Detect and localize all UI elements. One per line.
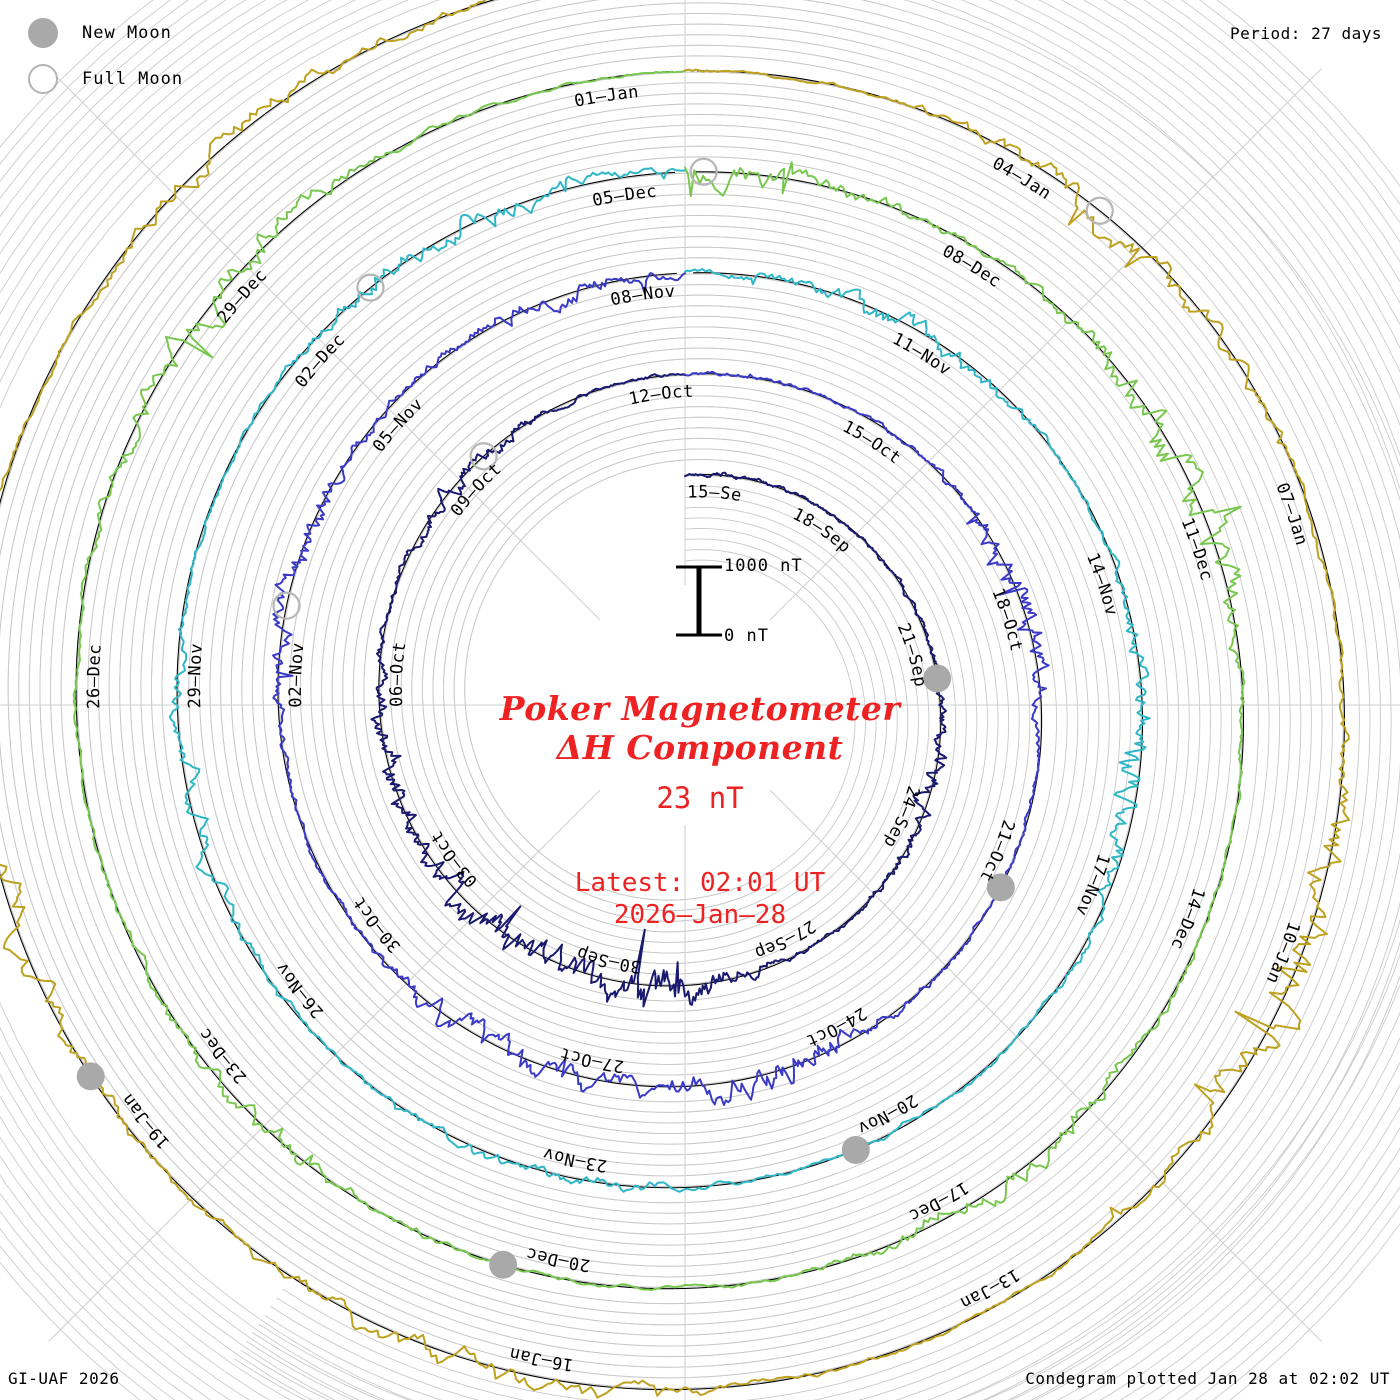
date-label: 04–Jan [989, 154, 1055, 205]
date-label: 18–Sep [789, 504, 855, 557]
date-label: 01–Jan [573, 82, 640, 112]
legend-item-new-moon: New Moon [22, 10, 352, 56]
date-label: 14–Dec [1166, 885, 1208, 953]
date-label: 23–Nov [541, 1143, 609, 1176]
legend-label-full-moon: Full Moon [82, 69, 184, 89]
legend-item-full-moon: Full Moon [22, 56, 352, 102]
date-label: 19–Jan [118, 1089, 174, 1152]
date-label: 30–Oct [349, 893, 405, 957]
date-label: 24–Oct [803, 1003, 870, 1051]
date-label: 02–Nov [286, 641, 309, 708]
date-label: 18–Oct [988, 585, 1027, 653]
moon-new-icon [28, 18, 58, 48]
date-label: 26–Nov [272, 958, 328, 1021]
date-label: 03–Oct [427, 827, 482, 891]
date-label: 11–Dec [1177, 515, 1217, 583]
date-label: 06–Oct [387, 640, 411, 707]
date-label: 23–Dec [195, 1024, 251, 1087]
moon-legend: New Moon Full Moon [22, 10, 352, 102]
date-label: 15–Oct [839, 417, 905, 469]
date-label: 05–Dec [591, 182, 658, 211]
date-label: 22–Jan [0, 644, 4, 710]
period-label: Period: 27 days [1230, 24, 1382, 43]
moon-markers [76, 157, 1114, 1279]
date-label: 08–Dec [939, 241, 1005, 292]
magnetometer-traces [0, 0, 1351, 1399]
date-label: 26–Dec [84, 643, 106, 709]
date-label: 08–Nov [609, 282, 676, 311]
moon-full-icon [28, 64, 58, 94]
date-label: 29–Nov [185, 642, 207, 708]
date-label: 12–Oct [627, 382, 694, 410]
date-label: 27–Oct [557, 1043, 625, 1076]
legend-label-new-moon: New Moon [82, 23, 172, 43]
plotted-timestamp: Condegram plotted Jan 28 at 02:02 UT [1025, 1369, 1390, 1388]
date-label: 27–Sep [752, 916, 819, 963]
date-labels: 15–Sep18–Sep21–Sep24–Sep27–Sep30–Sep03–O… [0, 0, 1311, 1375]
date-label: 16–Jan [507, 1343, 574, 1375]
credit-label: GI-UAF 2026 [8, 1369, 120, 1388]
date-label: 14–Nov [1082, 550, 1121, 618]
